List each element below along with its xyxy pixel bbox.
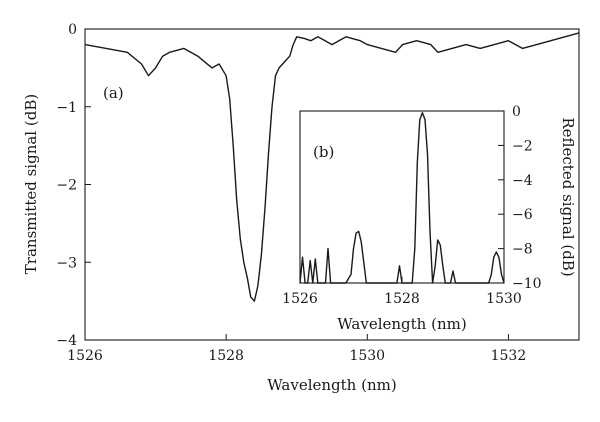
main-x-axis-label: Wavelength (nm) [267, 376, 396, 394]
main-x-tick-label: 1532 [491, 348, 527, 364]
main-y-axis-label: Transmitted signal (dB) [22, 94, 40, 274]
inset-x-axis-label: Wavelength (nm) [337, 315, 466, 333]
inset-y-tick-label: −6 [512, 207, 533, 223]
main-y-tick-label: −3 [56, 255, 77, 271]
main-x-tick-label: 1528 [208, 348, 244, 364]
main-y-tick-label: −2 [56, 178, 77, 194]
inset-tick-labels: 1526 1528 1530 0 −2 −4 −6 −8 −10 [282, 104, 541, 307]
inset-y-tick-label: −10 [512, 276, 542, 292]
main-ticks [84, 28, 509, 341]
main-x-tick-label: 1526 [67, 348, 103, 364]
main-plot: 1526 1528 1530 1532 0 −1 −2 −3 −4 (a) Wavelength… [22, 22, 580, 394]
inset-panel-label: (b) [313, 143, 334, 161]
inset-y-tick-label: 0 [512, 104, 521, 120]
inset-plot: 1526 1528 1530 0 −2 −4 −6 −8 −10 (b) Wavelength … [282, 104, 577, 333]
inset-background [300, 111, 504, 283]
inset-y-axis-label: Reflected signal (dB) [559, 117, 577, 276]
inset-x-tick-label: 1528 [384, 291, 420, 307]
main-y-tick-label: −1 [56, 100, 77, 116]
main-x-tick-label: 1530 [349, 348, 385, 364]
main-series-line [84, 32, 580, 302]
inset-y-tick-label: −8 [512, 242, 533, 258]
main-panel-label: (a) [103, 84, 124, 102]
main-y-tick-label: −4 [56, 333, 77, 349]
inset-y-tick-label: −2 [512, 138, 533, 154]
main-tick-labels: 1526 1528 1530 1532 0 −1 −2 −3 −4 [56, 22, 526, 364]
inset-series-line [299, 112, 505, 284]
inset-x-tick-label: 1530 [486, 291, 522, 307]
main-y-tick-label: 0 [68, 22, 77, 38]
inset-y-tick-label: −4 [512, 173, 533, 189]
inset-x-tick-label: 1526 [282, 291, 318, 307]
